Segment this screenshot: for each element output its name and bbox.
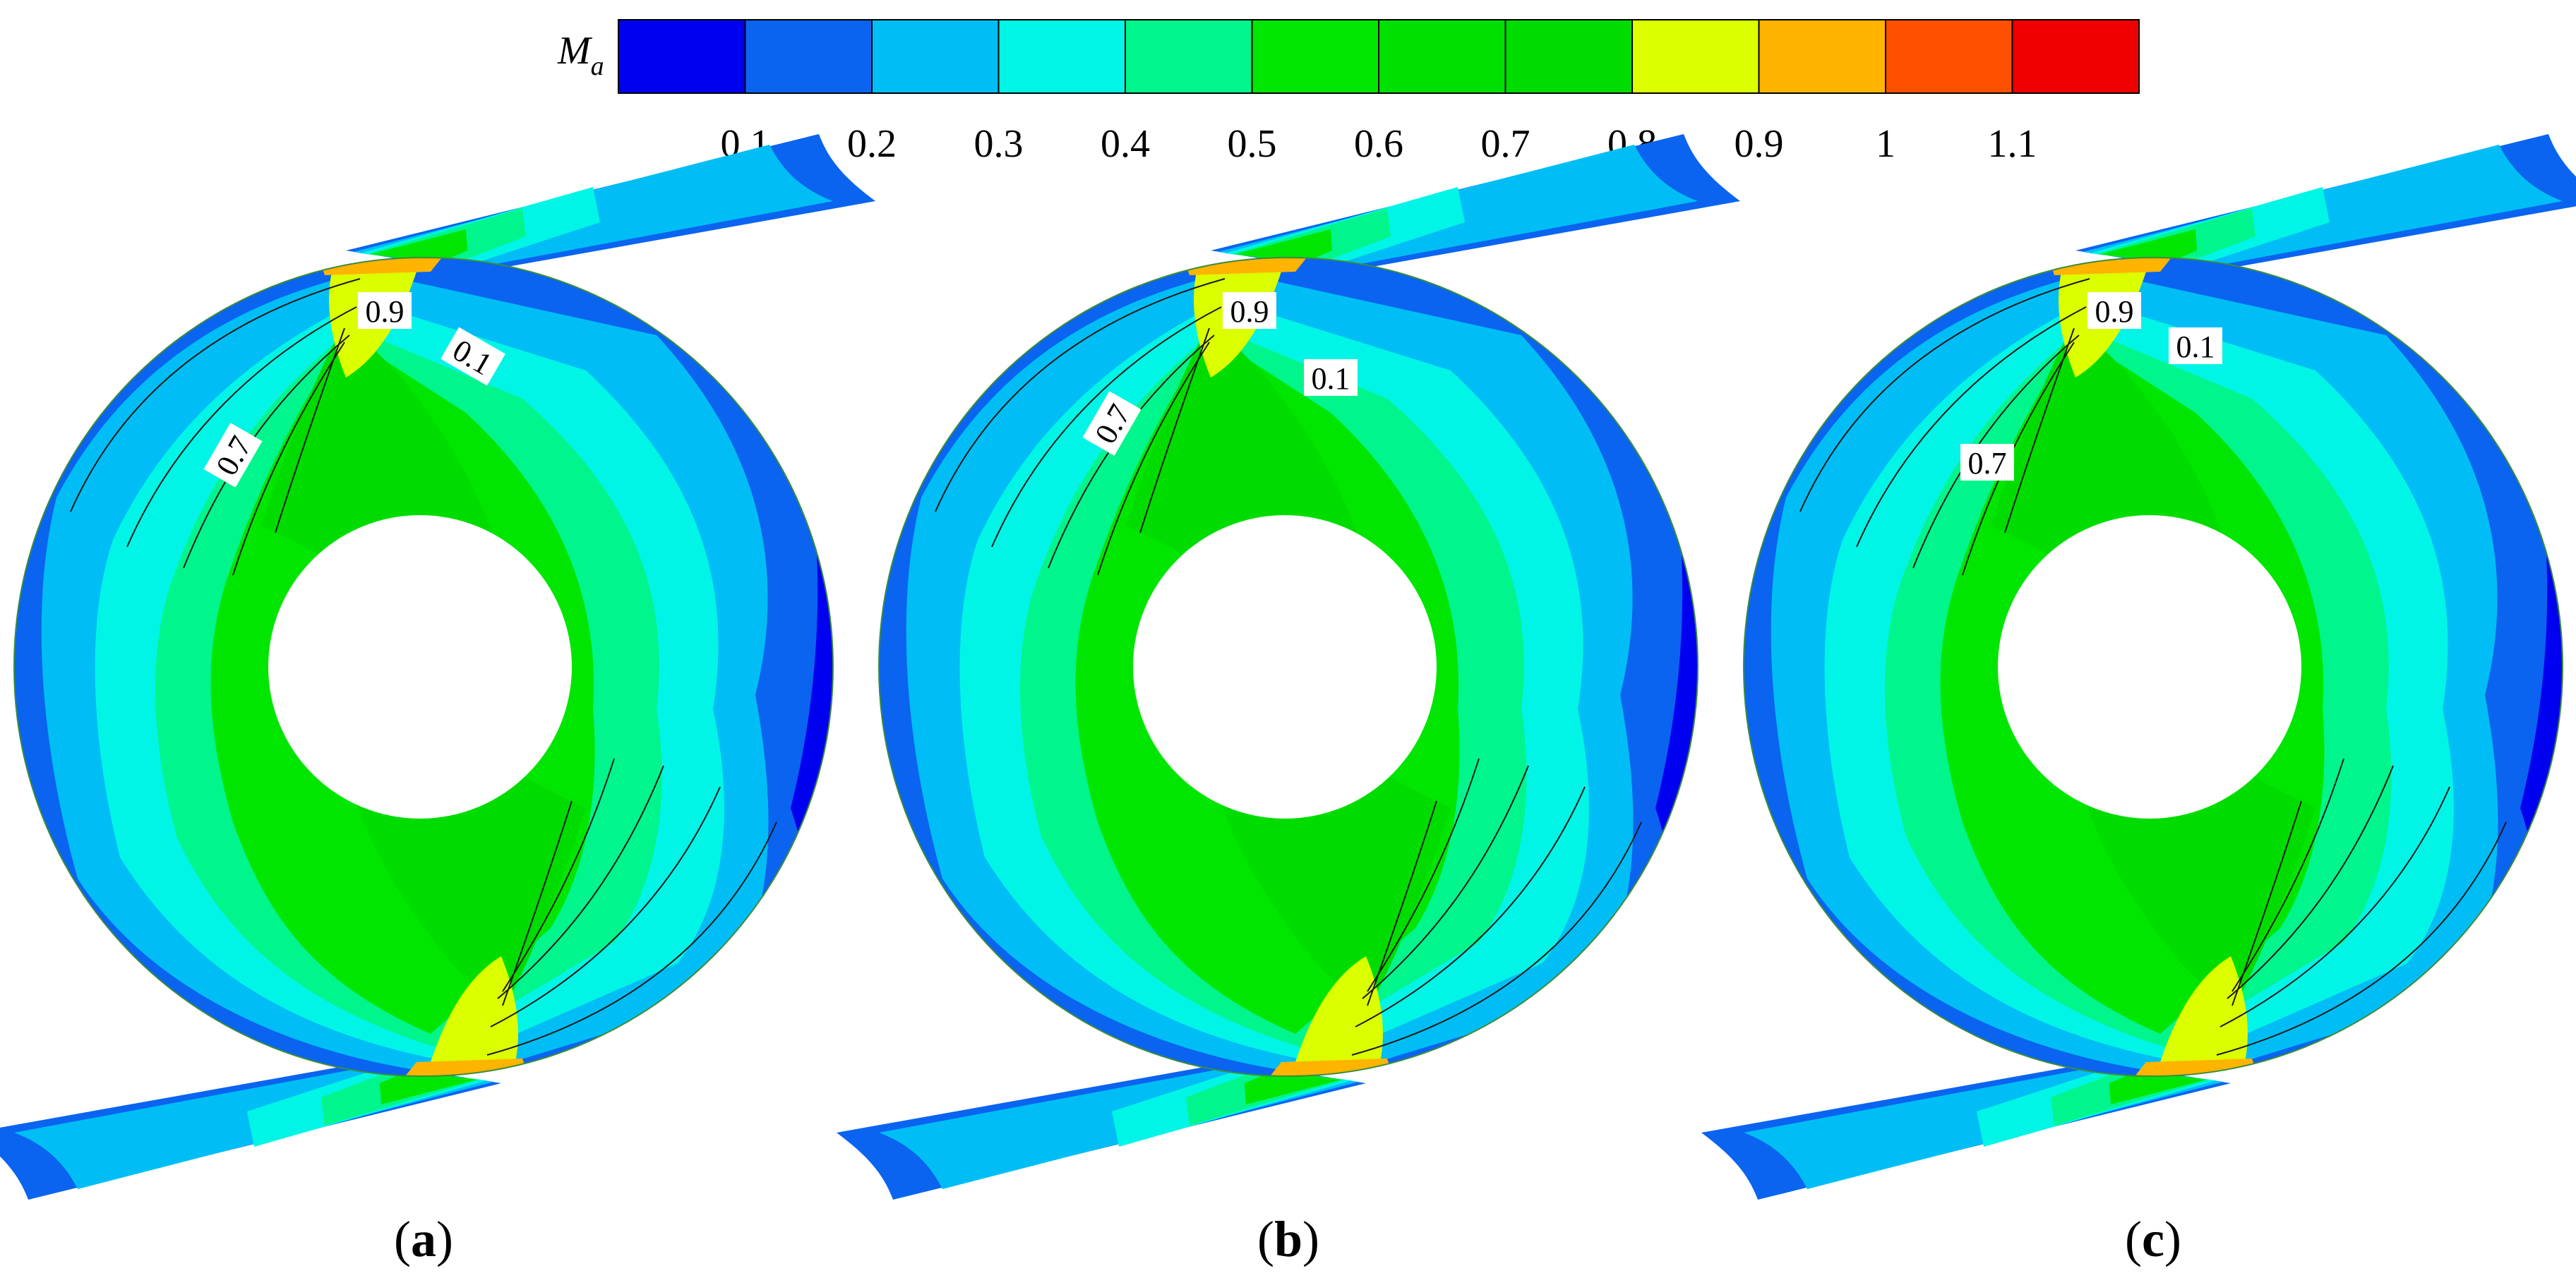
- colorbar-cell: [618, 19, 746, 94]
- panel-caption-open: (: [394, 1211, 411, 1267]
- contour-label-text: 0.9: [2095, 294, 2134, 329]
- colorbar-cell: [1378, 19, 1506, 94]
- contour-label-box: [2087, 292, 2141, 329]
- contour-label-text: 0.9: [1230, 294, 1269, 329]
- contour-label: 0.9: [358, 292, 412, 329]
- contour-panels: 0.90.10.7(a)0.90.10.7(b)0.90.10.7(c): [0, 134, 2576, 1267]
- contour-panel: 0.9 0.1 0.7 (b): [837, 134, 1740, 1267]
- panel-caption: (c): [2125, 1211, 2181, 1267]
- colorbar-cell: [1885, 19, 2013, 94]
- mach-contour-disc: [837, 134, 1740, 1200]
- colorbar-ticks: 0.1 0.2 0.3 0.4 0.5 0.6 0.7 0.8 0.9 1 1.1: [721, 122, 2037, 166]
- colorbar-cell: [871, 19, 1000, 94]
- mach-contour-disc: [0, 134, 875, 1200]
- contour-label: 0.1: [1304, 359, 1358, 396]
- colorbar-cell: [1504, 19, 1633, 94]
- panel-caption: (a): [394, 1211, 453, 1267]
- panel-caption-open: (: [1257, 1211, 1274, 1267]
- contour-label-box: [1223, 292, 1276, 329]
- colorbar-label-sub: a: [591, 52, 604, 81]
- contour-label: 0.1: [2169, 327, 2222, 364]
- colorbar-cell: [1251, 19, 1379, 94]
- contour-label-text: 0.9: [366, 294, 405, 329]
- contour-label-text: 0.7: [1968, 446, 2007, 481]
- contour-label: 0.9: [1223, 292, 1276, 329]
- contour-label-box: [1960, 444, 2014, 481]
- contour-label-box: [441, 327, 505, 386]
- colorbar-tick-label: 0.3: [974, 122, 1024, 166]
- contour-label: 0.7: [1082, 391, 1142, 456]
- colorbar-cell: [998, 19, 1126, 94]
- contour-label: 0.9: [2087, 292, 2141, 329]
- colorbar-tick-label: 0.4: [1101, 122, 1150, 166]
- colorbar-cells: [618, 19, 2140, 94]
- panel-caption-open: (: [2125, 1211, 2142, 1267]
- panel-caption-letter: b: [1274, 1211, 1302, 1267]
- panel-caption-close: ): [436, 1211, 453, 1267]
- contour-label-box: [203, 423, 263, 488]
- contour-label: 0.7: [1960, 444, 2014, 481]
- contour-label-box: [1082, 391, 1142, 456]
- contour-panel: 0.90.10.7(a): [0, 134, 875, 1267]
- contour-panel: 0.9 0.1 0.7 (c): [1701, 134, 2576, 1267]
- colorbar-tick-label: 1: [1876, 122, 1895, 166]
- panel-caption-letter: a: [411, 1211, 436, 1267]
- colorbar-cell: [1125, 19, 1253, 94]
- contour-label-box: [1304, 359, 1358, 396]
- colorbar-tick-label: 0.2: [847, 122, 897, 166]
- contour-label-text: 0.1: [1312, 361, 1350, 396]
- colorbar-cell: [2011, 19, 2140, 94]
- colorbar-tick-label: 0.6: [1354, 122, 1403, 166]
- contour-label-text: 0.1: [2176, 330, 2215, 364]
- colorbar-cell: [1631, 19, 1760, 94]
- panel-caption: (b): [1257, 1211, 1319, 1267]
- colorbar-tick-label: 1.1: [1988, 122, 2037, 166]
- panel-caption-close: ): [2164, 1211, 2181, 1267]
- colorbar-tick-label: 0.9: [1735, 122, 1784, 166]
- colorbar-tick-label: 0.5: [1228, 122, 1277, 166]
- colorbar-label: Ma: [557, 29, 604, 81]
- panel-caption-letter: c: [2142, 1211, 2164, 1267]
- colorbar-cell: [1758, 19, 1886, 94]
- colorbar-cell: [744, 19, 873, 94]
- panel-caption-close: ): [1302, 1211, 1319, 1267]
- colorbar-tick-label: 0.7: [1481, 122, 1530, 166]
- contour-label-box: [358, 292, 412, 329]
- colorbar-label-main: M: [557, 29, 593, 73]
- contour-label-box: [2169, 327, 2222, 364]
- colorbar: Ma 0.1 0.2 0.3 0.4 0.5 0.6 0.7 0.8 0.9 1 1.1: [557, 19, 2140, 166]
